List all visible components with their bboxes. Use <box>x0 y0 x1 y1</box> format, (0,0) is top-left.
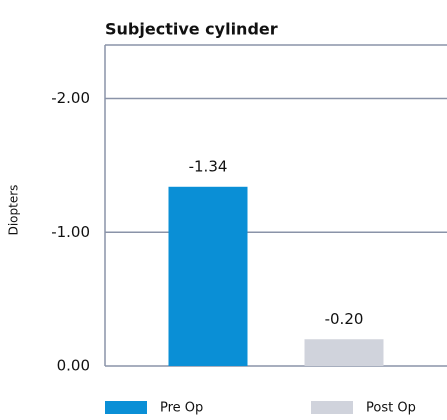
legend-swatch <box>105 401 147 414</box>
y-tick-label: -2.00 <box>51 89 90 107</box>
value-label: -1.34 <box>189 157 228 175</box>
legend-label: Pre Op <box>160 401 203 416</box>
legend-label: Post Op <box>366 401 416 416</box>
y-axis-label: Diopters <box>7 185 21 236</box>
legend-swatch <box>311 401 353 414</box>
value-label: -0.20 <box>325 310 364 328</box>
y-tick-label: -1.00 <box>51 223 90 241</box>
bar <box>304 339 384 366</box>
y-tick-label: 0.00 <box>57 357 90 375</box>
chart-title: Subjective cylinder <box>105 20 278 39</box>
bar <box>168 186 248 366</box>
